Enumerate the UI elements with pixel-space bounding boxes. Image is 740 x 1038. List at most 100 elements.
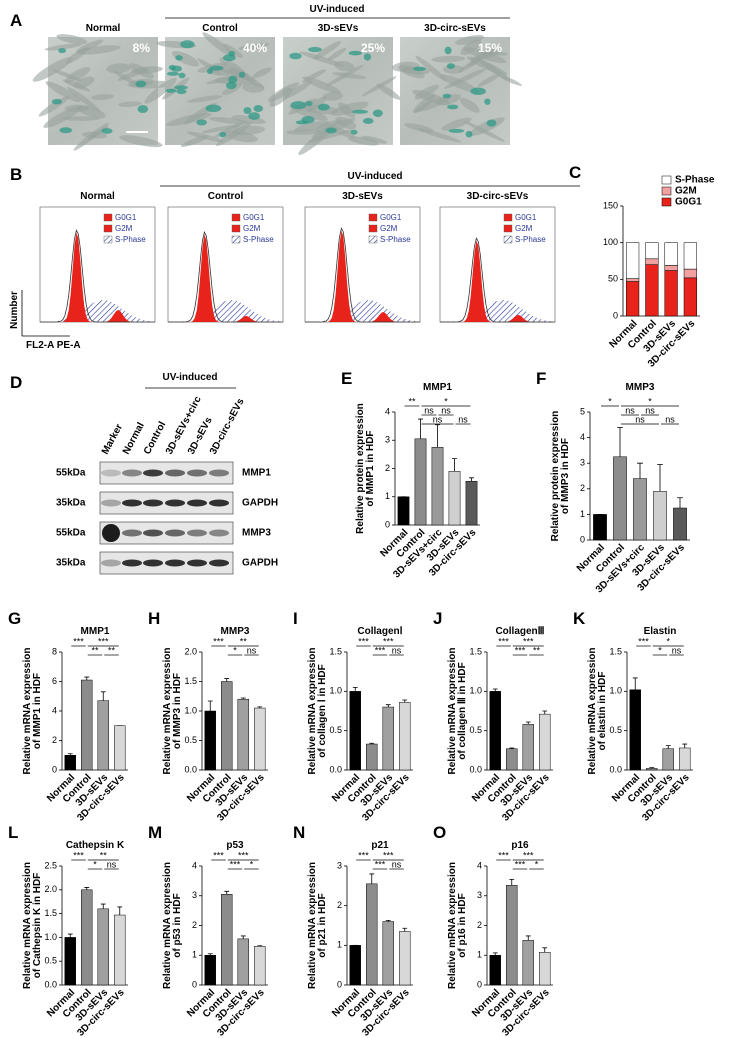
panel-label: A [10, 11, 22, 30]
cell [113, 70, 140, 87]
legend-label: G0G1 [243, 213, 265, 222]
legend-label: S-Phase [115, 235, 146, 244]
bar [613, 456, 627, 541]
legend-swatch [368, 224, 378, 233]
stained-cell [225, 81, 237, 90]
significance-label: *** [523, 637, 534, 647]
cell [307, 129, 353, 143]
cell [391, 61, 420, 72]
y-tick-label: 2.0 [44, 884, 57, 894]
y-axis-label: Relative protein expression [355, 403, 366, 534]
y-tick-label: 0 [613, 310, 618, 320]
stained-cell [290, 101, 307, 110]
y-axis-label: of collagen Ⅲ in HDF [457, 662, 468, 759]
y-tick-label: 0 [52, 764, 57, 774]
y-tick-label: 3 [192, 890, 197, 900]
band [101, 469, 121, 477]
y-axis-label: of p53 in HDF [172, 893, 183, 957]
bar [489, 691, 501, 771]
significance-label: *** [523, 851, 534, 861]
y-tick-label: 0.5 [44, 956, 57, 966]
stained-cell [305, 100, 313, 107]
y-tick-label: 8 [52, 646, 57, 656]
cell [414, 96, 451, 113]
image-title: 3D-circ-sEVs [424, 23, 486, 34]
bar-segment [626, 242, 640, 279]
bar-segment [664, 242, 678, 266]
significance-label: ns [441, 406, 451, 416]
histogram-title: 3D-sEVs [342, 191, 383, 202]
significance-label: ns [665, 415, 675, 425]
error-bar [542, 710, 548, 715]
band [165, 499, 185, 507]
cell [232, 125, 265, 136]
cell [302, 69, 327, 83]
panel-label: M [148, 823, 162, 842]
image-title: Normal [86, 23, 121, 34]
y-tick-label: 0.5 [329, 725, 342, 735]
y-axis-label: of p21 in HDF [317, 893, 328, 957]
significance-label: ** [100, 851, 108, 861]
bar [489, 955, 501, 986]
y-tick-label: 1 [580, 509, 585, 519]
percent-label: 40% [243, 41, 267, 55]
histogram-title: 3D-circ-sEVs [467, 191, 529, 202]
error-bar [369, 873, 375, 884]
y-tick-label: 0.5 [469, 725, 482, 735]
legend-swatch [103, 235, 113, 244]
significance-label: ns [392, 646, 402, 656]
protein-label: MMP3 [242, 528, 271, 539]
significance-label: * [535, 860, 539, 870]
y-tick-label: 2 [385, 463, 390, 473]
cell [286, 129, 322, 135]
panel-label: F [536, 369, 546, 388]
stained-cell [317, 103, 330, 111]
s-phase-area [305, 300, 420, 322]
cell [267, 82, 299, 102]
cell [313, 41, 342, 60]
chart-title: MMP1 [423, 382, 452, 393]
cell [477, 72, 503, 87]
error-bar [525, 935, 531, 941]
bar [254, 946, 266, 986]
bar [629, 689, 641, 771]
y-axis-label: of MMP3 in HDF [172, 673, 183, 749]
cell [415, 55, 448, 82]
y-tick-label: 0.0 [469, 764, 482, 774]
legend-label: G2M [243, 224, 261, 233]
stained-cell [442, 93, 452, 99]
stained-cell [137, 105, 149, 114]
cell [414, 84, 439, 100]
legend-swatch [503, 213, 513, 222]
y-tick-label: 1.5 [469, 646, 482, 656]
cell [62, 116, 101, 121]
error-bar [207, 700, 213, 711]
significance-label: ns [672, 646, 682, 656]
cell [32, 56, 73, 82]
legend-swatch [368, 213, 378, 222]
band [209, 529, 229, 537]
cell [45, 81, 81, 102]
significance-label: ns [247, 646, 257, 656]
band [143, 529, 163, 537]
y-axis-label: Relative mRNA expression [162, 862, 173, 989]
y-axis-label: of p16 in HDF [457, 893, 468, 957]
bar [465, 480, 478, 526]
chart-title: Cathepsin K [66, 840, 125, 851]
y-tick-label: 1 [337, 940, 342, 950]
y-tick-label: 1 [477, 950, 482, 960]
size-label: 55kDa [56, 468, 86, 479]
bar-segment [683, 242, 697, 270]
cell [431, 55, 465, 63]
legend-swatch [661, 175, 672, 185]
bar-segment [645, 258, 659, 265]
legend-label: G2M [675, 186, 697, 197]
histogram-title: Normal [80, 191, 115, 202]
y-axis-label: of collagen Ⅰ in HDF [317, 664, 328, 758]
y-tick-label: 0.5 [609, 725, 622, 735]
y-axis-label: of MMP1 in HDF [32, 673, 43, 749]
significance-label: *** [213, 637, 224, 647]
cell [294, 121, 330, 132]
y-axis-label: Relative mRNA expression [447, 862, 458, 989]
y-axis-label: Relative mRNA expression [587, 648, 598, 775]
